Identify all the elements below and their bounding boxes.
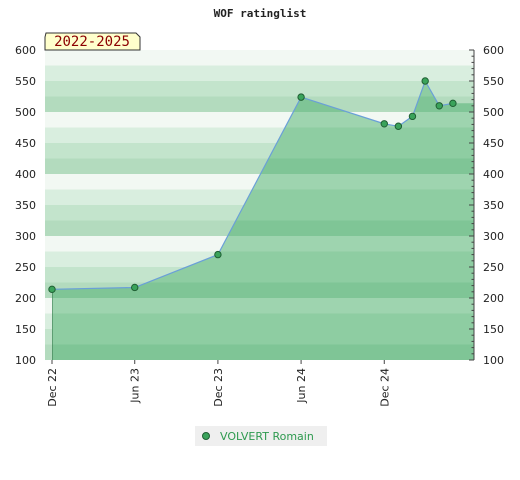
y-tick-label: 250 <box>15 261 36 274</box>
chart-title: WOF ratinglist <box>214 7 307 20</box>
band <box>45 50 474 66</box>
x-tick-label: Dec 23 <box>212 368 225 407</box>
x-tick-label: Dec 22 <box>46 368 59 407</box>
data-point <box>449 99 457 108</box>
data-point <box>421 77 429 85</box>
y-tick-label: 400 <box>15 168 36 181</box>
data-point <box>48 285 56 294</box>
data-point <box>408 112 417 121</box>
legend-marker <box>202 432 210 440</box>
y-tick-label: 450 <box>15 137 36 150</box>
y-tick-label: 150 <box>483 323 504 336</box>
data-point <box>380 120 388 128</box>
band <box>45 81 474 97</box>
band-filled <box>52 329 474 345</box>
x-axis: Dec 22 Jun 23 Dec 23 Jun 24 Dec 24 <box>46 360 391 407</box>
y-tick-label: 500 <box>15 106 36 119</box>
y-tick-label: 600 <box>483 44 504 57</box>
y-tick-label: 400 <box>483 168 504 181</box>
band-filled <box>52 298 474 314</box>
legend: VOLVERT Romain <box>195 426 327 446</box>
y-tick-label: 500 <box>483 106 504 119</box>
y-axis-left: 100 150 200 250 300 350 400 450 500 550 600 <box>15 44 36 367</box>
y-tick-label: 100 <box>15 354 36 367</box>
y-tick-label: 350 <box>15 199 36 212</box>
y-tick-label: 200 <box>15 292 36 305</box>
y-tick-label: 250 <box>483 261 504 274</box>
y-tick-label: 550 <box>483 75 504 88</box>
x-tick-label: Dec 24 <box>378 368 391 407</box>
y-tick-label: 100 <box>483 354 504 367</box>
y-tick-label: 450 <box>483 137 504 150</box>
series-line <box>51 79 454 290</box>
y-axis-right: 100 150 200 250 300 350 400 450 500 550 600 <box>469 44 504 367</box>
band <box>45 65 474 81</box>
y-tick-label: 550 <box>15 75 36 88</box>
band-filled <box>52 344 474 360</box>
band-filled <box>52 313 474 329</box>
series-markers <box>48 77 457 294</box>
y-tick-label: 350 <box>483 199 504 212</box>
y-tick-label: 600 <box>15 44 36 57</box>
data-point <box>131 283 139 292</box>
period-badge: 2022-2025 <box>44 32 141 51</box>
legend-label: VOLVERT Romain <box>220 430 314 443</box>
y-tick-label: 200 <box>483 292 504 305</box>
data-point <box>435 102 443 110</box>
y-tick-label: 150 <box>15 323 36 336</box>
legend-box <box>195 426 327 446</box>
y-tick-label: 300 <box>15 230 36 243</box>
y-tick-label: 300 <box>483 230 504 243</box>
x-tick-label: Jun 24 <box>295 368 308 404</box>
x-tick-label: Jun 23 <box>129 368 142 404</box>
band <box>45 96 474 112</box>
band-filled <box>52 282 474 298</box>
data-point <box>214 250 222 259</box>
period-badge-label: 2022-2025 <box>54 34 130 50</box>
data-point <box>297 93 305 101</box>
data-point <box>394 122 403 130</box>
